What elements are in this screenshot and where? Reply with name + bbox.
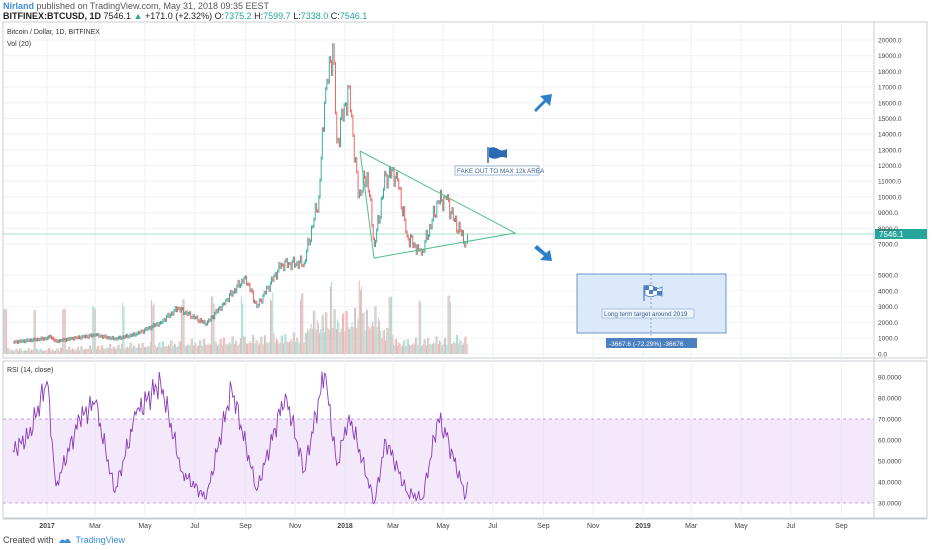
created-with-text: Created with <box>3 535 54 545</box>
time-tick-label: Nov <box>289 523 302 530</box>
price-tick-label: 14000.0 <box>878 132 902 139</box>
fake-out-label: FAKE OUT TO MAX 12k AREA <box>457 168 545 175</box>
volume-tick-label: 4000.0 <box>878 288 898 295</box>
time-tick-label: Nov <box>587 523 600 530</box>
price-tick-label: 11000.0 <box>878 179 901 186</box>
price-tick-label: 12000.0 <box>878 163 902 170</box>
volume-tick-label: 1000.0 <box>878 336 898 343</box>
rsi-tick-label: 60.0000 <box>878 438 902 445</box>
volume-tick-label: 0.0 <box>878 352 887 359</box>
price-series <box>13 43 468 345</box>
time-tick-label: Sep <box>239 523 252 530</box>
rsi-line <box>12 371 468 505</box>
arrow-down-right-icon <box>534 245 552 261</box>
time-tick-label: Mar <box>89 523 102 530</box>
time-tick-label: Jul <box>786 523 795 530</box>
rsi-overbought-band <box>3 419 874 503</box>
time-tick-label: May <box>138 523 152 530</box>
price-tick-label: 7000.0 <box>878 242 898 249</box>
low-label: L: <box>293 11 301 21</box>
price-change: +171.0 (+2.32%) <box>145 11 213 21</box>
rsi-band <box>3 418 874 504</box>
time-tick-label: May <box>436 523 450 530</box>
last-price-tag <box>875 229 927 239</box>
publish-info: Nirland published on TradingView.com, Ma… <box>3 1 269 11</box>
time-tick-label: Mar <box>685 523 698 530</box>
price-tick-label: 9000.0 <box>878 210 898 217</box>
high-label: H: <box>254 11 264 21</box>
price-tick-label: 18000.0 <box>878 69 902 76</box>
measure-tag-text: -3667.6 (-72.29%) -36676 <box>609 341 684 348</box>
price-tick-label: 16000.0 <box>878 100 902 107</box>
time-tick-label: 2017 <box>39 523 55 530</box>
rsi-tick-label: 70.0000 <box>878 417 902 424</box>
rsi-legend: RSI (14, close) <box>7 367 53 374</box>
rsi-series <box>12 371 468 505</box>
checkered-flag-icon <box>643 284 663 301</box>
fake-out-label-box <box>454 165 540 176</box>
rsi-tick-label: 30.0000 <box>878 501 902 508</box>
target-box[interactable] <box>576 273 727 334</box>
low-value: 7338.0 <box>300 11 329 21</box>
symbol-label: BITFINEX:BTCUSD, 1D <box>3 11 102 21</box>
arrow-up-right-icon <box>534 94 552 112</box>
rsi-tick-label: 80.0000 <box>878 396 902 403</box>
rsi-tick-label: 40.0000 <box>878 480 902 487</box>
main-pane-frame <box>2 21 928 359</box>
rsi-axis: 30.0000 40.0000 50.0000 60.0000 70.0000 80.00… <box>878 375 902 508</box>
author-name[interactable]: Nirland <box>3 1 35 11</box>
published-text: published on TradingView.com, May 31, 20… <box>36 1 270 11</box>
symbol-info: BITFINEX:BTCUSD, 1D 7546.1 ▲ +171.0 (+2.… <box>3 11 367 21</box>
up-arrow-icon: ▲ <box>133 11 143 21</box>
series-legend: Bitcoin / Dollar, 1D, BITFINEX <box>7 29 100 36</box>
rsi-tick-label: 50.0000 <box>878 459 902 466</box>
time-tick-label: Jul <box>190 523 199 530</box>
price-tick-label: 15000.0 <box>878 116 902 123</box>
volume-bars <box>3 280 468 354</box>
time-tick-label: Mar <box>387 523 400 530</box>
target-label: Long term target around 2019 <box>604 311 688 318</box>
price-tick-label: 20000.0 <box>878 38 902 45</box>
price-tick-label: 8000.0 <box>878 226 898 233</box>
tradingview-brand[interactable]: TradingView <box>75 535 126 545</box>
time-axis: 2017 Mar May Jul Sep Nov 2018 Mar May Jul Sep Nov 20… <box>39 523 848 530</box>
open-value: 7375.2 <box>224 11 252 21</box>
time-tick-label: May <box>734 523 748 530</box>
time-tick-label: Sep <box>835 523 848 530</box>
volume-tick-label: 5000.0 <box>878 273 898 280</box>
time-tick-label: 2018 <box>337 523 353 530</box>
time-tick-label: Sep <box>537 523 550 530</box>
price-tick-label: 19000.0 <box>878 53 902 60</box>
triangle-pattern[interactable] <box>359 150 517 259</box>
last-price: 7546.1 <box>103 11 132 21</box>
last-price-tag-text: 7546.1 <box>879 230 904 239</box>
volume-axis: 0.0 1000.0 2000.0 3000.0 4000.0 5000.0 <box>878 273 898 359</box>
time-tick-label: Jul <box>488 523 497 530</box>
price-tick-label: 17000.0 <box>878 85 902 92</box>
rsi-tick-label: 90.0000 <box>878 375 902 382</box>
time-tick-label: 2019 <box>635 523 651 530</box>
volume-legend: Vol (20) <box>7 41 31 48</box>
price-axis: 7000.0 8000.0 9000.0 10000.0 11000.0 12000.0 1… <box>878 38 902 249</box>
price-tick-label: 10000.0 <box>878 194 902 201</box>
high-value: 7599.7 <box>263 11 291 21</box>
volume-tick-label: 3000.0 <box>878 304 898 311</box>
measure-tag <box>606 338 697 348</box>
volume-tick-label: 2000.0 <box>878 320 898 327</box>
close-value: 7546.1 <box>339 11 368 21</box>
open-label: O: <box>214 11 225 21</box>
close-label: C: <box>330 11 340 21</box>
flag-icon <box>487 147 507 163</box>
price-tick-label: 13000.0 <box>878 147 902 154</box>
target-label-box <box>601 308 695 319</box>
footer: Created with TradingView <box>3 535 125 545</box>
tradingview-logo-icon <box>58 538 71 543</box>
